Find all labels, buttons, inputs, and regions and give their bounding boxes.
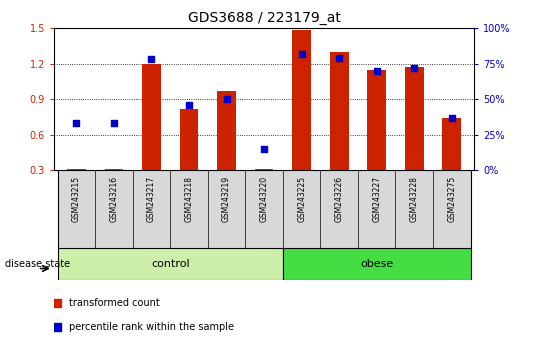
Text: control: control <box>151 259 190 269</box>
Bar <box>405 67 424 170</box>
Text: GSM243275: GSM243275 <box>447 176 457 222</box>
Text: GSM243218: GSM243218 <box>184 176 194 222</box>
Bar <box>330 52 349 170</box>
Bar <box>67 169 86 170</box>
Point <box>222 96 231 102</box>
Bar <box>142 64 161 170</box>
Point <box>185 102 194 108</box>
Text: GSM243216: GSM243216 <box>109 176 119 222</box>
Text: GSM243225: GSM243225 <box>297 176 306 222</box>
Text: GSM243217: GSM243217 <box>147 176 156 222</box>
Point <box>298 51 306 57</box>
Point <box>147 57 156 62</box>
Bar <box>179 109 198 170</box>
Bar <box>283 248 471 280</box>
Text: obese: obese <box>360 259 393 269</box>
Bar <box>58 248 283 280</box>
Title: GDS3688 / 223179_at: GDS3688 / 223179_at <box>188 11 341 24</box>
Text: GSM243215: GSM243215 <box>72 176 81 222</box>
Bar <box>255 169 273 170</box>
Bar <box>105 169 123 170</box>
Text: GSM243220: GSM243220 <box>260 176 268 222</box>
Point <box>410 65 419 71</box>
Point <box>52 300 61 306</box>
Point <box>260 146 268 152</box>
Text: transformed count: transformed count <box>68 298 160 308</box>
Point <box>335 55 343 61</box>
Text: GSM243227: GSM243227 <box>372 176 381 222</box>
Bar <box>292 29 311 170</box>
Text: GSM243226: GSM243226 <box>335 176 344 222</box>
Point <box>52 325 61 330</box>
Text: GSM243219: GSM243219 <box>222 176 231 222</box>
Text: GSM243228: GSM243228 <box>410 176 419 222</box>
Point <box>372 68 381 74</box>
Text: percentile rank within the sample: percentile rank within the sample <box>68 322 233 332</box>
Bar <box>443 118 461 170</box>
Bar <box>368 70 386 170</box>
Point <box>72 120 81 126</box>
Point <box>447 115 456 120</box>
Text: disease state: disease state <box>5 259 71 269</box>
Bar <box>217 91 236 170</box>
Point <box>109 120 118 126</box>
